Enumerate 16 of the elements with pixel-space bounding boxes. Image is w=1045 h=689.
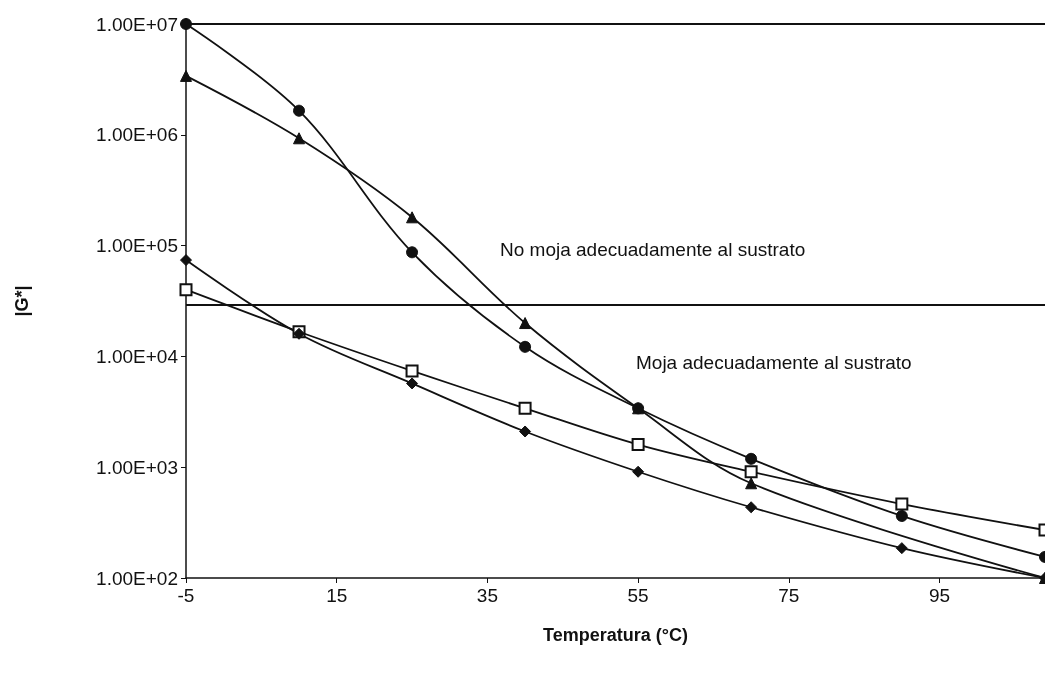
y-tick-label: 1.00E+06 bbox=[96, 124, 178, 146]
y-axis-title: |G*| bbox=[12, 285, 32, 317]
y-tick-label: 1.00E+07 bbox=[96, 13, 178, 35]
y-tick-label: 1.00E+02 bbox=[96, 567, 178, 589]
x-tick-label: 75 bbox=[778, 585, 800, 606]
annotation: No moja adecuadamente al sustrato bbox=[500, 239, 806, 260]
x-axis-title: Temperatura (°C) bbox=[543, 625, 688, 645]
x-tick-label: -5 bbox=[177, 585, 195, 606]
y-tick-label: 1.00E+03 bbox=[96, 456, 178, 478]
y-tick-label: 1.00E+05 bbox=[96, 235, 178, 257]
y-tick-label: 1.00E+04 bbox=[96, 345, 179, 367]
x-tick-label: 55 bbox=[627, 585, 649, 606]
annotation: Moja adecuadamente al sustrato bbox=[636, 352, 912, 373]
x-tick-label: 15 bbox=[326, 585, 348, 606]
x-tick-label: 35 bbox=[476, 585, 498, 606]
x-tick-label: 95 bbox=[928, 585, 951, 606]
